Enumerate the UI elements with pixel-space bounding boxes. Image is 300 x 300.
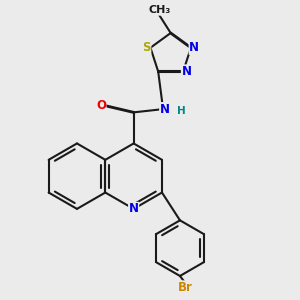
Text: H: H [177,106,185,116]
Text: N: N [189,41,199,54]
Text: N: N [160,103,170,116]
Text: CH₃: CH₃ [148,5,170,15]
Text: S: S [142,41,151,54]
Text: N: N [182,65,191,78]
Text: N: N [129,202,139,215]
Text: Br: Br [177,281,192,294]
Text: O: O [96,99,106,112]
